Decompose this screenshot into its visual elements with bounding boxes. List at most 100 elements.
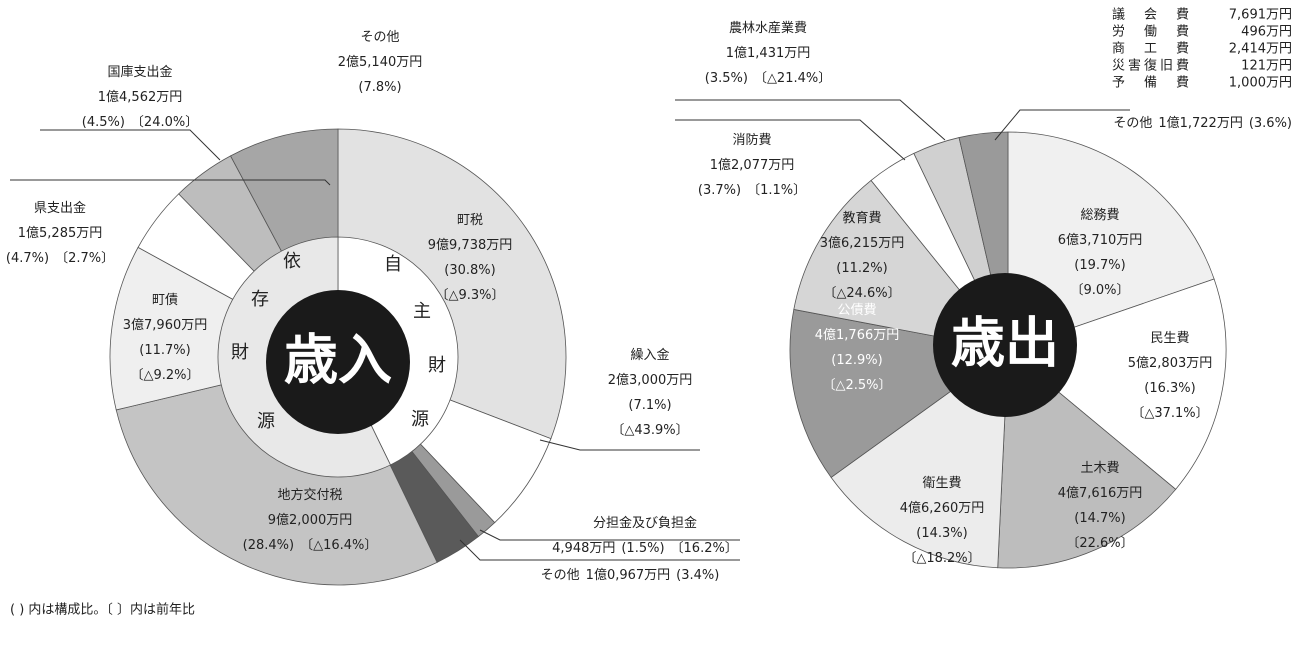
label-part: 1億0,967万円: [586, 567, 671, 583]
label-part: (14.7%): [1074, 511, 1125, 526]
slice-label: 4,948万円 (1.5%) 〔16.2%〕: [552, 541, 738, 556]
label-part: (7.8%): [358, 80, 401, 95]
slice-label: 〔22.6%〕: [1066, 536, 1133, 551]
slice-label: 〔△9.3%〕: [435, 288, 504, 303]
inner-label: 自主財源: [384, 254, 446, 430]
label-part: (11.2%): [836, 261, 887, 276]
label-part: 消防費: [732, 132, 771, 148]
slice-label: 4億1,766万円: [815, 327, 900, 343]
slice-label: 9億2,000万円: [268, 512, 353, 528]
label-part: (4.5%): [82, 115, 125, 130]
breakdown-name: 労 働 費: [1112, 25, 1192, 40]
label-part: (3.6%): [1249, 116, 1292, 131]
center-circle: [266, 290, 410, 434]
slice-label: その他 1億1,722万円 (3.6%): [1113, 115, 1292, 131]
label-part: 3億6,215万円: [820, 235, 905, 251]
slice-label: 4億7,616万円: [1058, 485, 1143, 501]
label-part: 町債: [152, 293, 178, 308]
leader-line: [479, 529, 740, 541]
slice-label: (3.5%) 〔△21.4%〕: [705, 71, 831, 86]
slice-label: 〔△37.1%〕: [1131, 406, 1208, 421]
label-part: 公債費: [837, 303, 876, 318]
label-part: 4億1,766万円: [815, 327, 900, 343]
label-part: 〔△2.5%〕: [822, 378, 891, 393]
slice-label: (14.7%): [1074, 511, 1125, 526]
breakdown-name: 議 会 費: [1112, 8, 1192, 23]
leader-line: [10, 179, 331, 186]
slice-label: 土木費: [1080, 461, 1119, 476]
slice-label: 消防費: [732, 132, 771, 148]
slice-label: 総務費: [1080, 208, 1119, 223]
label-part: 農林水産業費: [729, 20, 807, 36]
label-part: その他: [541, 568, 580, 583]
label-part: 2億5,140万円: [338, 54, 423, 70]
label-part: 県支出金: [34, 200, 86, 216]
breakdown-name: 商 工 費: [1112, 42, 1192, 57]
slice-label: (7.8%): [358, 80, 401, 95]
label-part: 4億6,260万円: [900, 500, 985, 516]
slice-label: 公債費: [837, 303, 876, 318]
breakdown-amount: 1,000万円: [1229, 76, 1292, 91]
breakdown-amount: 121万円: [1241, 59, 1292, 74]
label-part: 〔△16.4%〕: [300, 538, 377, 553]
label-part: (12.9%): [831, 353, 882, 368]
slice-label: 6億3,710万円: [1058, 232, 1143, 248]
label-part: (11.7%): [139, 343, 190, 358]
label-part: (3.7%): [698, 183, 741, 198]
slice-label: (4.5%) 〔24.0%〕: [82, 115, 198, 130]
label-part: 6億3,710万円: [1058, 232, 1143, 248]
label-part: (19.7%): [1074, 258, 1125, 273]
slice-label: 衛生費: [922, 476, 961, 491]
slice-label: 教育費: [842, 210, 881, 226]
slice-label: 2億3,000万円: [608, 372, 693, 388]
slice-label: 〔△43.9%〕: [611, 423, 688, 438]
slice-label: (11.7%): [139, 343, 190, 358]
label-part: (28.4%): [243, 538, 294, 553]
label-part: (14.3%): [916, 526, 967, 541]
label-part: 土木費: [1080, 461, 1119, 476]
label-part: 1億1,431万円: [726, 45, 811, 61]
slice-label: 分担金及び負担金: [593, 515, 697, 531]
label-part: (3.5%): [705, 71, 748, 86]
label-part: 分担金及び負担金: [593, 515, 697, 531]
slice-label: (4.7%) 〔2.7%〕: [6, 251, 114, 266]
label-part: 町税: [457, 213, 483, 228]
slice-label: 県支出金: [34, 200, 86, 216]
leader-line: [994, 109, 1130, 141]
center-title: 歳入: [284, 329, 392, 392]
label-part: (16.3%): [1144, 381, 1195, 396]
breakdown-name: 予 備 費: [1112, 75, 1192, 91]
label-part: (7.1%): [628, 398, 671, 413]
slice-label: 1億4,562万円: [98, 89, 183, 105]
slice-label: 1億1,431万円: [726, 45, 811, 61]
slice-label: 1億2,077万円: [710, 157, 795, 173]
label-part: 〔24.0%〕: [131, 115, 198, 130]
leader-lines: [10, 99, 1130, 561]
slice-label: (14.3%): [916, 526, 967, 541]
label-part: 〔9.0%〕: [1070, 283, 1129, 298]
label-part: 地方交付税: [277, 487, 342, 503]
slice-label: 2億5,140万円: [338, 54, 423, 70]
slice-label: 町債: [152, 293, 178, 308]
slice-label: 3億7,960万円: [123, 317, 208, 333]
label-part: 〔△37.1%〕: [1131, 406, 1208, 421]
label-part: 1億1,722万円: [1158, 115, 1243, 131]
center-circle: [933, 273, 1077, 417]
footnote: ( ) 内は構成比。〔 〕内は前年比: [10, 602, 195, 618]
slice-label: 3億6,215万円: [820, 235, 905, 251]
label-part: 〔△24.6%〕: [823, 286, 900, 301]
label-part: 〔△21.4%〕: [754, 71, 831, 86]
leader-line: [675, 99, 946, 141]
label-part: 〔△9.3%〕: [435, 288, 504, 303]
slice-label: 〔△18.2%〕: [903, 551, 980, 566]
slice-label: 民生費: [1150, 331, 1189, 346]
label-part: 教育費: [842, 210, 881, 226]
slice-label: 〔9.0%〕: [1070, 283, 1129, 298]
slice-label: その他 1億0,967万円 (3.4%): [541, 567, 720, 583]
label-part: 〔△43.9%〕: [611, 423, 688, 438]
label-part: 9億9,738万円: [428, 237, 513, 253]
slice-label: 1億5,285万円: [18, 225, 103, 241]
slice-label: 農林水産業費: [729, 20, 807, 36]
slice-label: (30.8%): [444, 263, 495, 278]
